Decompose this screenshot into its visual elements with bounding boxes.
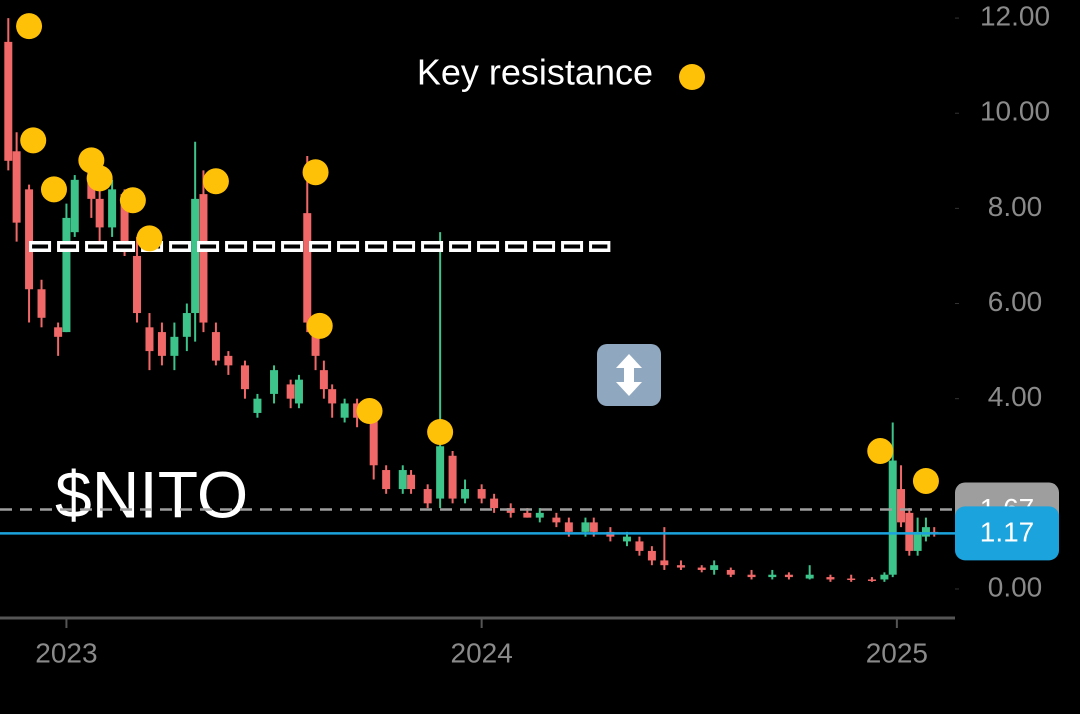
candle-body — [436, 446, 445, 499]
y-tick-label: 12.00 — [980, 0, 1050, 31]
candle-body — [523, 512, 532, 518]
candle-body — [382, 470, 391, 490]
candle-body — [897, 489, 906, 523]
legend-label: Key resistance — [417, 52, 653, 93]
candle-body — [286, 384, 295, 399]
candle-body — [182, 313, 191, 337]
candle-body — [4, 41, 13, 161]
candle-body — [880, 574, 889, 580]
candle-body — [448, 455, 457, 499]
candle-body — [423, 489, 432, 504]
candle-body — [697, 567, 706, 570]
candle-body — [535, 512, 544, 518]
candle-body — [768, 574, 777, 578]
candle-body — [191, 198, 200, 314]
x-tick-label: 2023 — [35, 637, 97, 668]
resistance-dot — [306, 312, 333, 339]
candle-body — [826, 577, 835, 580]
candle-body — [294, 379, 303, 404]
candle-body — [398, 470, 407, 490]
resistance-dot — [86, 165, 113, 192]
resistance-dot — [427, 418, 454, 445]
candle-body — [660, 560, 669, 566]
resistance-dot — [912, 467, 939, 494]
candle-body — [564, 522, 573, 532]
candle-body — [199, 194, 208, 323]
candle-body — [157, 332, 166, 356]
candle-body — [461, 489, 470, 499]
candle-body — [747, 574, 756, 578]
candle-body — [888, 460, 897, 575]
updown-icon — [597, 344, 661, 406]
candle-body — [622, 536, 631, 542]
candle-body — [12, 151, 21, 223]
candle-body — [133, 255, 142, 314]
x-tick-label: 2025 — [866, 637, 928, 668]
y-tick-label: 4.00 — [988, 381, 1043, 412]
candle-body — [635, 541, 644, 551]
legend-dot — [679, 64, 705, 90]
candle-body — [120, 194, 129, 247]
resistance-dot — [867, 438, 894, 465]
x-tick-label: 2024 — [451, 637, 513, 668]
candle-body — [240, 365, 249, 390]
candle-body — [25, 189, 34, 290]
candle-body — [784, 574, 793, 578]
candle-body — [108, 189, 117, 228]
candle-body — [369, 417, 378, 466]
resistance-dot — [202, 168, 229, 195]
candle-body — [490, 498, 499, 509]
candle-body — [328, 389, 337, 404]
resistance-dot — [136, 225, 163, 252]
candle-body — [726, 569, 735, 575]
candle-body — [710, 565, 719, 570]
resistance-dot — [16, 13, 43, 40]
candle-body — [477, 489, 486, 499]
candle-body — [676, 565, 685, 568]
candle-body — [62, 217, 71, 333]
ticker-title: $NITO — [55, 457, 248, 531]
candle-body — [581, 522, 590, 532]
resistance-dot — [119, 187, 146, 214]
candle-body — [170, 336, 179, 356]
candle-body — [407, 474, 416, 490]
candle-body — [303, 213, 312, 323]
y-tick-label: 0.00 — [988, 571, 1043, 602]
candle-body — [589, 522, 598, 532]
candle-body — [913, 531, 922, 551]
candle-body — [867, 579, 876, 581]
candle-body — [95, 198, 104, 228]
candle-body — [211, 332, 220, 361]
y-tick-label: 8.00 — [988, 191, 1043, 222]
price-tag-label: 1.17 — [980, 517, 1035, 548]
candle-body — [319, 370, 328, 390]
candle-body — [70, 179, 79, 233]
price-tag — [955, 506, 1059, 561]
candle-body — [340, 403, 349, 418]
candle-body — [805, 574, 814, 579]
candle-body — [921, 527, 930, 537]
resistance-dot — [40, 176, 67, 203]
candle-body — [311, 332, 320, 356]
candle-body — [37, 289, 46, 318]
candle-body — [552, 517, 561, 523]
candle-body — [145, 327, 154, 352]
resistance-dot — [20, 127, 47, 154]
candle-body — [905, 512, 914, 551]
candle-body — [224, 355, 233, 366]
resistance-dot — [356, 398, 383, 425]
candle-body — [270, 370, 279, 394]
y-tick-label: 6.00 — [988, 286, 1043, 317]
candle-body — [847, 578, 856, 581]
candle-body — [253, 398, 262, 413]
resistance-dot — [302, 159, 329, 186]
candle-body — [54, 327, 63, 337]
y-tick-label: 10.00 — [980, 96, 1050, 127]
candle-body — [647, 550, 656, 561]
